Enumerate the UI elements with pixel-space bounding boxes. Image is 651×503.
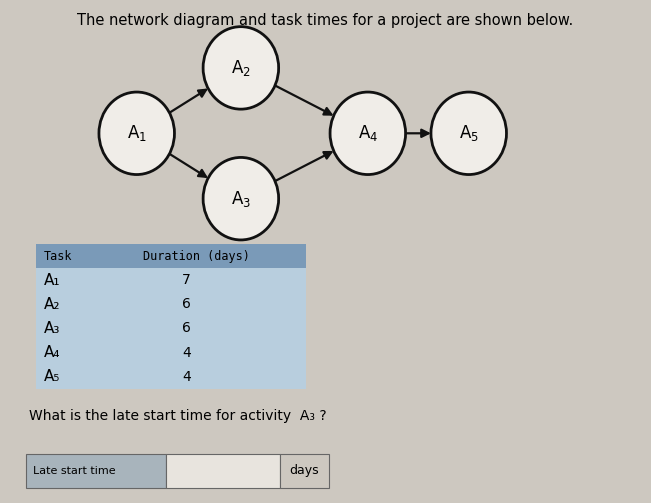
FancyBboxPatch shape: [26, 454, 166, 488]
Text: $\mathrm{A}_{3}$: $\mathrm{A}_{3}$: [231, 189, 251, 209]
Text: A₂: A₂: [44, 297, 60, 312]
Text: The network diagram and task times for a project are shown below.: The network diagram and task times for a…: [77, 13, 574, 28]
Text: A₃: A₃: [44, 321, 60, 336]
Text: $\mathrm{A}_{4}$: $\mathrm{A}_{4}$: [357, 123, 378, 143]
Text: $\mathrm{A}_{5}$: $\mathrm{A}_{5}$: [459, 123, 478, 143]
FancyBboxPatch shape: [36, 292, 306, 316]
Text: Duration (days): Duration (days): [143, 249, 250, 263]
FancyBboxPatch shape: [36, 316, 306, 341]
Text: 6: 6: [182, 321, 191, 336]
Text: A₄: A₄: [44, 345, 60, 360]
FancyBboxPatch shape: [36, 268, 306, 292]
Text: What is the late start time for activity  A₃ ?: What is the late start time for activity…: [29, 409, 327, 424]
Ellipse shape: [431, 92, 506, 175]
Text: Task: Task: [44, 249, 72, 263]
FancyBboxPatch shape: [166, 454, 280, 488]
Text: 4: 4: [182, 346, 191, 360]
Text: 6: 6: [182, 297, 191, 311]
FancyBboxPatch shape: [36, 341, 306, 365]
Text: $\mathrm{A}_{2}$: $\mathrm{A}_{2}$: [231, 58, 251, 78]
Ellipse shape: [99, 92, 174, 175]
Text: days: days: [290, 464, 319, 477]
Text: A₁: A₁: [44, 273, 60, 288]
Ellipse shape: [203, 157, 279, 240]
Text: A₅: A₅: [44, 369, 60, 384]
Text: 7: 7: [182, 273, 191, 287]
Text: 4: 4: [182, 370, 191, 384]
Ellipse shape: [203, 27, 279, 109]
Text: Late start time: Late start time: [33, 466, 115, 476]
FancyBboxPatch shape: [280, 454, 329, 488]
FancyBboxPatch shape: [36, 244, 306, 268]
Text: $\mathrm{A}_{1}$: $\mathrm{A}_{1}$: [127, 123, 146, 143]
FancyBboxPatch shape: [36, 365, 306, 389]
Ellipse shape: [330, 92, 406, 175]
